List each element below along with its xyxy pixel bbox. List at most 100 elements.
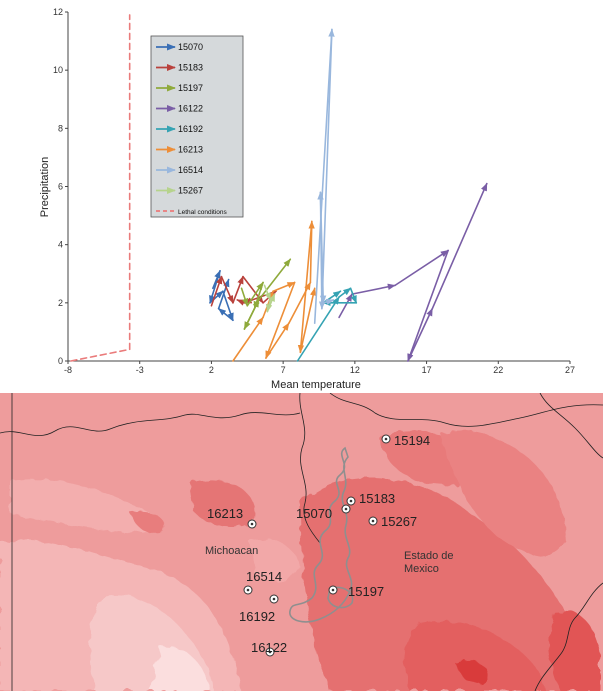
series-segment <box>266 293 276 313</box>
x-axis-title: Mean temperature <box>271 379 361 391</box>
y-tick-label: 6 <box>58 182 63 192</box>
map-svg: 15194 15183 15070 15267 16213 16514 1519… <box>0 393 603 691</box>
legend-label: 16514 <box>178 165 203 175</box>
series-segment <box>265 281 296 359</box>
series-segment <box>318 28 333 310</box>
series-segment <box>349 287 358 304</box>
x-tick-label: 17 <box>422 365 432 375</box>
series-segment <box>217 278 230 310</box>
precipitation-temperature-map: 15194 15183 15070 15267 16213 16514 1519… <box>0 393 603 691</box>
series-segment <box>236 299 246 306</box>
series-16213 <box>232 220 317 362</box>
y-tick-label: 0 <box>58 356 63 366</box>
station-marker-dot <box>331 588 335 592</box>
series-segment <box>217 307 234 322</box>
x-tick-label: 27 <box>565 365 575 375</box>
legend-label: 15183 <box>178 63 203 73</box>
series-segment <box>288 281 312 324</box>
series-segment <box>243 299 260 330</box>
series-segment <box>70 348 131 362</box>
series-segment <box>338 287 352 298</box>
x-tick-label: -8 <box>64 365 72 375</box>
series-segment <box>272 281 296 293</box>
series-16514 <box>313 28 335 324</box>
series-segment <box>351 283 396 295</box>
chart-legend: 15070 15183 15197 16122 16192 16213 16514 15267… <box>150 35 244 218</box>
legend-label: 16122 <box>178 104 203 114</box>
station-marker-dot <box>349 499 353 503</box>
x-tick-label: 2 <box>209 365 214 375</box>
series-segment <box>232 275 244 304</box>
legend-label: 16192 <box>178 124 203 134</box>
x-tick-label: -3 <box>136 365 144 375</box>
station-label-16192: 16192 <box>239 609 275 624</box>
series-segment <box>431 182 488 310</box>
station-label-16514: 16514 <box>246 569 282 584</box>
y-tick-label: 12 <box>53 7 63 17</box>
region-label-estado-de-mexico-text-2: Mexico <box>404 563 439 575</box>
series-segment <box>394 249 449 287</box>
series-segment <box>246 281 264 307</box>
series-segment <box>265 322 290 359</box>
y-tick-label: 2 <box>58 298 63 308</box>
series-lethal-conditions <box>70 14 131 362</box>
station-label-15194: 15194 <box>394 433 430 448</box>
series-segment <box>297 220 313 354</box>
station-marker-dot <box>268 650 272 654</box>
x-tick-label: 7 <box>281 365 286 375</box>
station-label-15183: 15183 <box>359 491 395 506</box>
series-segment <box>220 275 234 304</box>
series-16122 <box>338 182 488 362</box>
y-tick-label: 10 <box>53 65 63 75</box>
station-marker-dot <box>384 437 388 441</box>
chart-series <box>70 14 488 362</box>
legend-label: 15197 <box>178 83 203 93</box>
map-color-zones <box>0 430 600 691</box>
basin-outline <box>289 446 354 623</box>
legend-box <box>150 35 244 218</box>
station-marker-dot <box>246 588 250 592</box>
series-segment <box>338 293 353 319</box>
station-marker-dot <box>344 507 348 511</box>
station-label-16213: 16213 <box>207 506 243 521</box>
legend-label: 15267 <box>178 186 203 196</box>
y-axis-title: Precipitation <box>39 157 51 218</box>
y-tick-label: 4 <box>58 240 63 250</box>
station-label-15070: 15070 <box>296 506 332 521</box>
series-segment <box>322 298 335 306</box>
series-segment <box>296 296 340 362</box>
x-tick-label: 22 <box>493 365 503 375</box>
series-15267 <box>263 284 276 313</box>
station-label-15267: 15267 <box>381 514 417 529</box>
station-marker-dot <box>272 597 276 601</box>
state-boundaries <box>0 393 603 691</box>
region-label-estado-de-mexico: Estado de Mexico <box>404 550 457 575</box>
y-tick-label: 8 <box>58 123 63 133</box>
series-segment <box>210 275 223 307</box>
station-marker-dot <box>250 522 254 526</box>
station-label-16122: 16122 <box>251 640 287 655</box>
series-segment <box>407 307 434 362</box>
station-markers <box>243 434 391 657</box>
legend-label: 16213 <box>178 145 203 155</box>
station-label-15197: 15197 <box>348 584 384 599</box>
series-segment <box>313 28 335 324</box>
series-segment <box>299 287 317 354</box>
series-segment <box>209 290 224 304</box>
station-label-group: 15194 15183 15070 15267 16213 16514 1519… <box>207 433 430 655</box>
x-tick-label: 12 <box>350 365 360 375</box>
series-segment <box>319 191 327 304</box>
series-segment <box>222 290 234 322</box>
series-segment <box>407 249 449 362</box>
series-15197 <box>240 258 292 330</box>
series-segment <box>257 258 292 301</box>
region-label-michoacan: Michoacan <box>205 545 258 557</box>
series-segment <box>240 287 249 307</box>
legend-label: 15070 <box>178 42 203 52</box>
legend-label: Lethal conditions <box>178 209 228 216</box>
series-segment <box>232 316 264 362</box>
station-marker-dot <box>371 519 375 523</box>
